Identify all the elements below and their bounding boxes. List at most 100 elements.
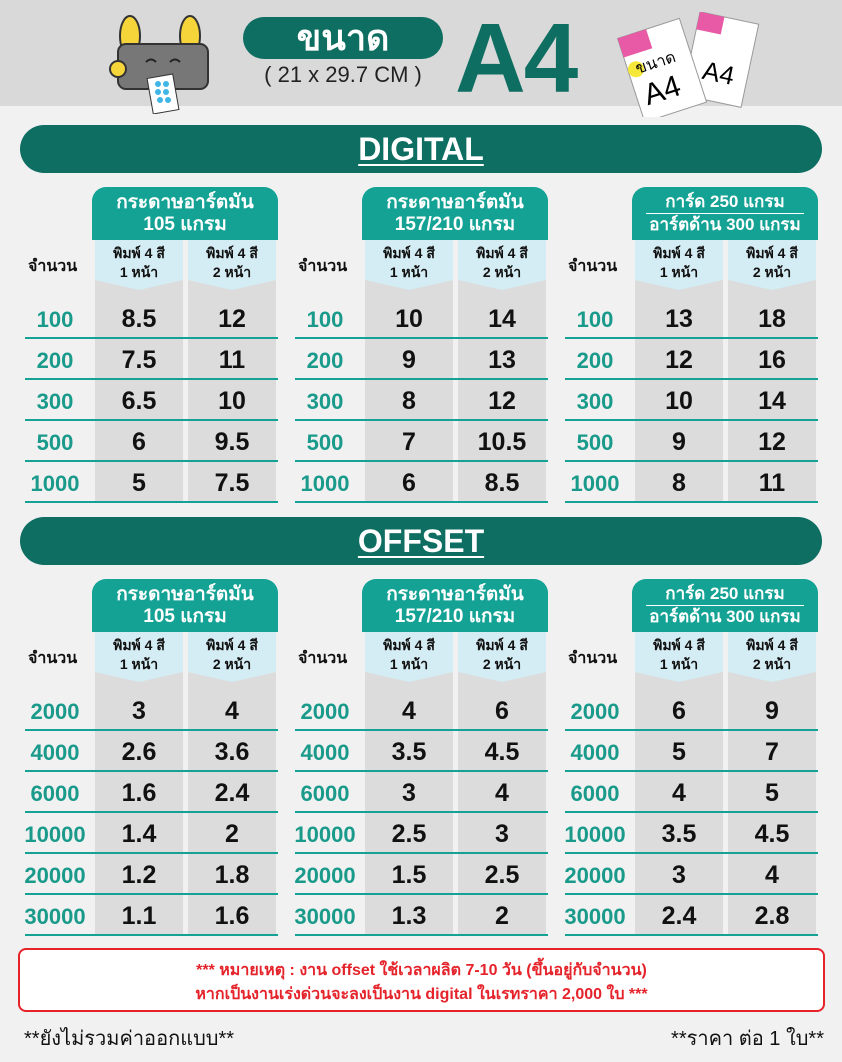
price-cell: 5 <box>765 779 779 807</box>
quantity-cell: 100 <box>36 307 74 332</box>
column-header-line: พิมพ์ 4 สี <box>206 637 258 653</box>
section-banner-offset: OFFSET <box>20 517 822 565</box>
price-cell: 10 <box>665 387 693 415</box>
group-header: การ์ด 250 แกรม อาร์ตด้าน 300 แกรม <box>632 187 818 240</box>
quantity-cell: 20000 <box>24 863 86 888</box>
row-divider <box>25 895 278 936</box>
quantity-cell: 1000 <box>570 471 620 496</box>
row-divider <box>565 421 818 462</box>
price-cell: 12 <box>488 387 516 415</box>
quantity-cell: 30000 <box>564 904 626 929</box>
row-divider <box>565 298 818 339</box>
price-cell: 11 <box>218 346 246 374</box>
price-cell: 6 <box>402 469 416 497</box>
price-cell: 10 <box>218 387 246 415</box>
printer-mascot-icon <box>109 15 209 114</box>
row-divider <box>565 772 818 813</box>
note-line-2: หากเป็นงานเร่งด่วนจะลงเป็นงาน digital ใน… <box>195 986 648 1003</box>
group-title-line: การ์ด 250 แกรม <box>665 584 785 603</box>
column-header-line: พิมพ์ 4 สี <box>746 637 798 653</box>
price-cell: 7 <box>402 428 416 456</box>
column-header-line: 1 หน้า <box>659 264 699 280</box>
row-divider <box>25 339 278 380</box>
price-cell: 1.3 <box>391 902 427 930</box>
quantity-cell: 4000 <box>30 740 80 765</box>
quantity-cell: 10000 <box>564 822 626 847</box>
column-header-line: พิมพ์ 4 สี <box>113 245 165 261</box>
row-divider <box>565 813 818 854</box>
column-header-line: พิมพ์ 4 สี <box>653 245 705 261</box>
column-header-line: 1 หน้า <box>389 656 429 672</box>
quantity-cell: 20000 <box>564 863 626 888</box>
group-header: การ์ด 250 แกรมอาร์ตด้าน 300 แกรม <box>632 579 818 632</box>
row-divider <box>295 854 548 895</box>
row-divider <box>25 380 278 421</box>
quantity-cell: 300 <box>36 389 74 414</box>
price-cell: 1.6 <box>121 779 157 807</box>
group-header: กระดาษอาร์ตมัน 157/210 แกรม <box>362 579 548 632</box>
row-divider <box>295 421 548 462</box>
price-cell: 12 <box>218 305 246 333</box>
price-cell: 9 <box>765 697 779 725</box>
row-divider <box>565 380 818 421</box>
price-cell: 7.5 <box>214 469 250 497</box>
quantity-cell: 20000 <box>294 863 356 888</box>
row-divider <box>565 854 818 895</box>
quantity-cell: 30000 <box>24 904 86 929</box>
quantity-cell: 200 <box>576 348 614 373</box>
price-cell: 12 <box>758 428 786 456</box>
svg-text:A4: A4 <box>700 55 737 91</box>
price-cell: 3 <box>132 697 146 725</box>
quantity-cell: 4000 <box>570 740 620 765</box>
row-divider <box>25 813 278 854</box>
group-title-line: อาร์ตด้าน 300 แกรม <box>646 213 804 236</box>
column-header: พิมพ์ 4 สี 1 หน้า <box>365 240 453 290</box>
row-divider <box>565 690 818 731</box>
price-column-bg <box>95 632 183 936</box>
price-cell: 14 <box>758 387 786 415</box>
column-header-line: 2 หน้า <box>212 264 252 280</box>
price-cell: 8 <box>402 387 416 415</box>
column-header-line: พิมพ์ 4 สี <box>113 637 165 653</box>
row-divider <box>295 895 548 936</box>
column-header: พิมพ์ 4 สี 2 หน้า <box>458 240 546 290</box>
price-cell: 6 <box>672 697 686 725</box>
row-divider <box>295 298 548 339</box>
quantity-cell: 6000 <box>30 781 80 806</box>
quantity-cell: 10000 <box>24 822 86 847</box>
column-header-line: 2 หน้า <box>752 656 792 672</box>
quantity-cell: 1000 <box>30 471 80 496</box>
quantity-cell: 2000 <box>30 699 80 724</box>
row-divider <box>25 854 278 895</box>
column-header: พิมพ์ 4 สี 2 หน้า <box>188 632 276 682</box>
price-cell: 4 <box>495 779 509 807</box>
column-header: พิมพ์ 4 สี 2 หน้า <box>728 240 816 290</box>
quantity-cell: 10000 <box>294 822 356 847</box>
column-header-line: 1 หน้า <box>119 264 159 280</box>
price-cell: 13 <box>488 346 516 374</box>
price-cell: 6 <box>132 428 146 456</box>
section-title: DIGITAL <box>358 131 484 167</box>
price-cell: 1.6 <box>214 902 250 930</box>
price-cell: 8 <box>672 469 686 497</box>
row-divider <box>295 462 548 503</box>
group-title-line: อาร์ตด้าน 300 แกรม <box>646 605 804 628</box>
quantity-cell: 200 <box>306 348 344 373</box>
price-cell: 6 <box>495 697 509 725</box>
row-divider <box>25 421 278 462</box>
group-title-line: กระดาษอาร์ตมัน <box>386 191 524 213</box>
price-cell: 2.5 <box>391 820 427 848</box>
column-header: พิมพ์ 4 สี 1 หน้า <box>95 632 183 682</box>
price-cell: 1.8 <box>214 861 250 889</box>
column-header-line: 2 หน้า <box>482 656 522 672</box>
price-cell: 1.5 <box>391 861 427 889</box>
price-cell: 7 <box>765 738 779 766</box>
column-header: พิมพ์ 4 สี 2 หน้า <box>188 240 276 290</box>
price-cell: 2.8 <box>754 902 790 930</box>
price-cell: 3.5 <box>391 738 427 766</box>
quantity-header: จำนวน <box>28 258 78 275</box>
quantity-header: จำนวน <box>298 258 348 275</box>
dimensions-label: ( 21 x 29.7 CM ) <box>264 62 422 87</box>
row-divider <box>295 380 548 421</box>
